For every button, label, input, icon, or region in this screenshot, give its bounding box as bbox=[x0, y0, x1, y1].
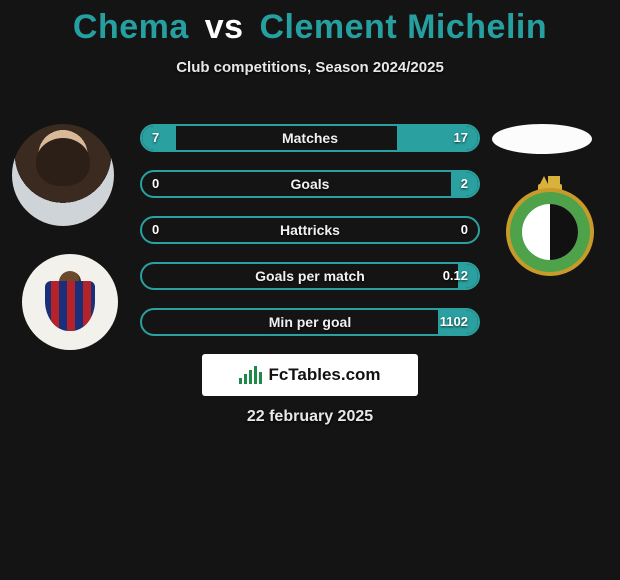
racing-crest-icon bbox=[500, 178, 600, 278]
stat-right-value: 1102 bbox=[440, 310, 468, 334]
stat-right-value: 2 bbox=[461, 172, 468, 196]
stat-row: 0Goals2 bbox=[140, 170, 480, 198]
fctables-bars-icon bbox=[239, 366, 262, 384]
player1-photo bbox=[12, 124, 114, 226]
stat-row: Goals per match0.12 bbox=[140, 262, 480, 290]
player2-club-crest bbox=[500, 178, 600, 278]
stat-label: Min per goal bbox=[142, 310, 478, 334]
stat-right-value: 0 bbox=[461, 218, 468, 242]
stat-label: Hattricks bbox=[142, 218, 478, 242]
stat-label: Goals per match bbox=[142, 264, 478, 288]
stat-row: 7Matches17 bbox=[140, 124, 480, 152]
player1-name: Chema bbox=[73, 8, 189, 46]
comparison-title: Chema vs Clement Michelin bbox=[0, 0, 620, 47]
player2-name: Clement Michelin bbox=[260, 8, 548, 46]
player1-club-crest bbox=[22, 254, 118, 350]
subtitle: Club competitions, Season 2024/2025 bbox=[0, 59, 620, 76]
stat-row: Min per goal1102 bbox=[140, 308, 480, 336]
stats-panel: 7Matches170Goals20Hattricks0Goals per ma… bbox=[140, 124, 480, 354]
stat-row: 0Hattricks0 bbox=[140, 216, 480, 244]
vs-text: vs bbox=[205, 8, 244, 46]
stat-label: Goals bbox=[142, 172, 478, 196]
fctables-brand-box: FcTables.com bbox=[202, 354, 418, 396]
stat-right-value: 0.12 bbox=[443, 264, 468, 288]
player2-photo-placeholder bbox=[492, 124, 592, 154]
comparison-date: 22 february 2025 bbox=[0, 408, 620, 426]
stat-right-value: 17 bbox=[454, 126, 468, 150]
eibar-crest-icon bbox=[45, 273, 95, 331]
stat-label: Matches bbox=[142, 126, 478, 150]
fctables-brand-text: FcTables.com bbox=[268, 365, 380, 385]
